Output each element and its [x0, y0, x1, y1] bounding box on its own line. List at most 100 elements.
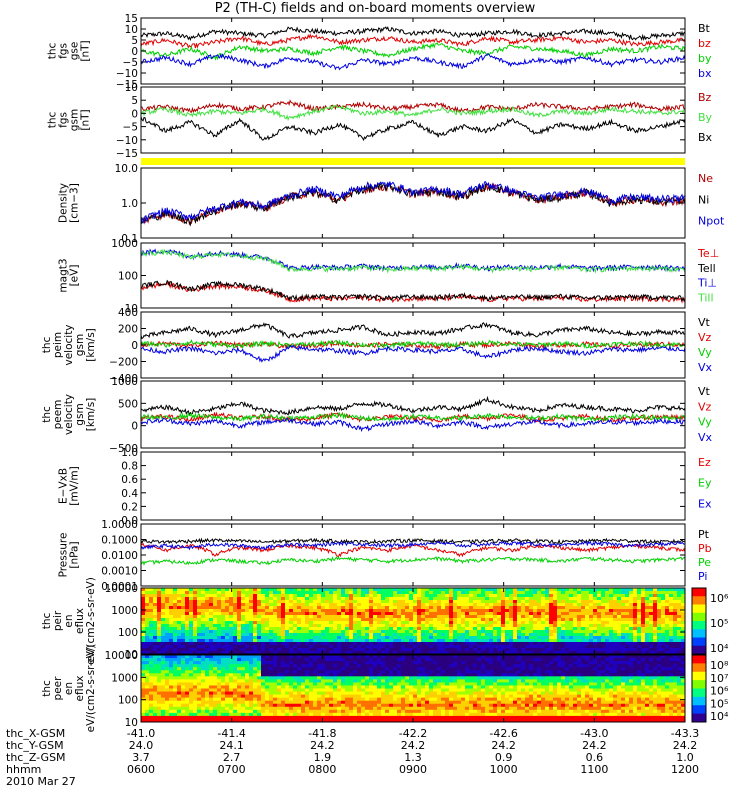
spectrogram-cell — [501, 648, 506, 652]
spectrogram-cell — [165, 676, 170, 680]
spectrogram-cell — [361, 688, 366, 692]
spectrogram-cell — [385, 624, 390, 628]
spectrogram-cell — [385, 676, 390, 680]
spectrogram-cell — [245, 615, 250, 619]
spectrogram-cell — [169, 609, 174, 613]
spectrogram-cell — [213, 691, 218, 695]
spectrogram-cell — [577, 615, 582, 619]
spectrogram-cell — [513, 642, 518, 646]
colorbar-segment — [692, 637, 706, 647]
spectrogram-cell — [285, 624, 290, 628]
spectrogram-cell — [181, 700, 186, 705]
spectrogram-cell — [309, 636, 314, 640]
spectrogram-cell — [345, 676, 350, 680]
spectrogram-cell — [173, 667, 178, 671]
spectrogram-cell — [169, 651, 174, 655]
spectrogram-cell — [193, 685, 198, 689]
spectrogram-cell — [497, 597, 502, 601]
spectrogram-cell — [209, 691, 214, 695]
spectrogram-cell — [509, 639, 514, 643]
spectrogram-cell — [329, 688, 334, 692]
spectrogram-cell — [425, 609, 430, 613]
spectrogram-cell — [489, 609, 494, 613]
spectrogram-cell — [601, 615, 606, 619]
spectrogram-cell — [357, 609, 362, 613]
spectrogram-cell — [425, 594, 430, 598]
spectrogram-cell — [297, 670, 302, 674]
spectrogram-cell — [393, 639, 398, 643]
spectrogram-cell — [625, 630, 630, 634]
spectrogram-cell — [473, 627, 478, 631]
spectrogram-cell — [489, 633, 494, 637]
spectrogram-cell — [349, 706, 354, 711]
spectrogram-cell — [145, 688, 150, 692]
spectrogram-cell — [641, 642, 646, 646]
spectrogram-cell — [365, 627, 370, 631]
spectrogram-cell — [257, 655, 262, 659]
spectrogram-cell — [377, 673, 382, 677]
spectrogram-cell — [341, 694, 346, 699]
spectrogram-cell — [325, 648, 330, 652]
spectrogram-cell — [369, 685, 374, 689]
spectrogram-cell — [225, 606, 230, 610]
spectrogram-cell — [413, 718, 418, 723]
spectrogram-cell — [289, 606, 294, 610]
spectrogram-cell — [245, 648, 250, 652]
spectrogram-cell — [393, 691, 398, 695]
spectrogram-cell — [589, 609, 594, 613]
spectrogram-cell — [417, 694, 422, 699]
spectrogram-cell — [197, 645, 202, 649]
spectrogram-cell — [525, 609, 530, 613]
spectrogram-cell — [533, 624, 538, 628]
spectrogram-cell — [373, 670, 378, 674]
spectrogram-cell — [433, 700, 438, 705]
spectrogram-cell — [185, 627, 190, 631]
spectrogram-cell — [245, 639, 250, 643]
spectrogram-cell — [325, 673, 330, 677]
spectrogram-cell — [473, 597, 478, 601]
spectrogram-cell — [493, 624, 498, 628]
spectrogram-cell — [533, 621, 538, 625]
spectrogram-cell — [217, 597, 222, 601]
spectrogram-cell — [273, 651, 278, 655]
spectrogram-cell — [413, 691, 418, 695]
spectrogram-cell — [197, 624, 202, 628]
spectrogram-cell — [469, 630, 474, 634]
spectrogram-cell — [677, 633, 682, 637]
spectrogram-cell — [329, 709, 334, 714]
spectrogram-cell — [377, 630, 382, 634]
spectrogram-cell — [541, 600, 546, 604]
spectrogram-cell — [609, 639, 614, 643]
spectrogram-cell — [265, 588, 270, 592]
spectrogram-cell — [289, 621, 294, 625]
spectrogram-cell — [397, 603, 402, 607]
spectrogram-cell — [545, 591, 550, 595]
spectrogram-cell — [545, 648, 550, 652]
spectrogram-cell — [349, 658, 354, 662]
spectrogram-cell — [637, 588, 642, 592]
spectrogram-cell — [413, 642, 418, 646]
spectrogram-cell — [505, 591, 510, 595]
spectrogram-cell — [585, 648, 590, 652]
spectrogram-cell — [301, 706, 306, 711]
spectrogram-cell — [597, 612, 602, 616]
spectrogram-cell — [213, 703, 218, 708]
spectrogram-cell — [425, 712, 430, 717]
colorbar-tick-label: 10⁵ — [710, 617, 728, 630]
spectrogram-cell — [277, 603, 282, 607]
spectrogram-cell — [185, 648, 190, 652]
spectrogram-cell — [553, 648, 558, 652]
spectrogram-cell — [317, 591, 322, 595]
spectrogram-cell — [625, 588, 630, 592]
spectrogram-cell — [325, 700, 330, 705]
spectrogram-cell — [401, 597, 406, 601]
spectrogram-cell — [393, 679, 398, 683]
spectrogram-cell — [393, 700, 398, 705]
spectrogram-cell — [429, 658, 434, 662]
spectrogram-cell — [325, 655, 330, 659]
spectrogram-cell — [369, 682, 374, 686]
spectrogram-cell — [317, 664, 322, 668]
spectrogram-cell — [185, 591, 190, 595]
spectrogram-cell — [285, 633, 290, 637]
spectrogram-cell — [541, 609, 546, 613]
